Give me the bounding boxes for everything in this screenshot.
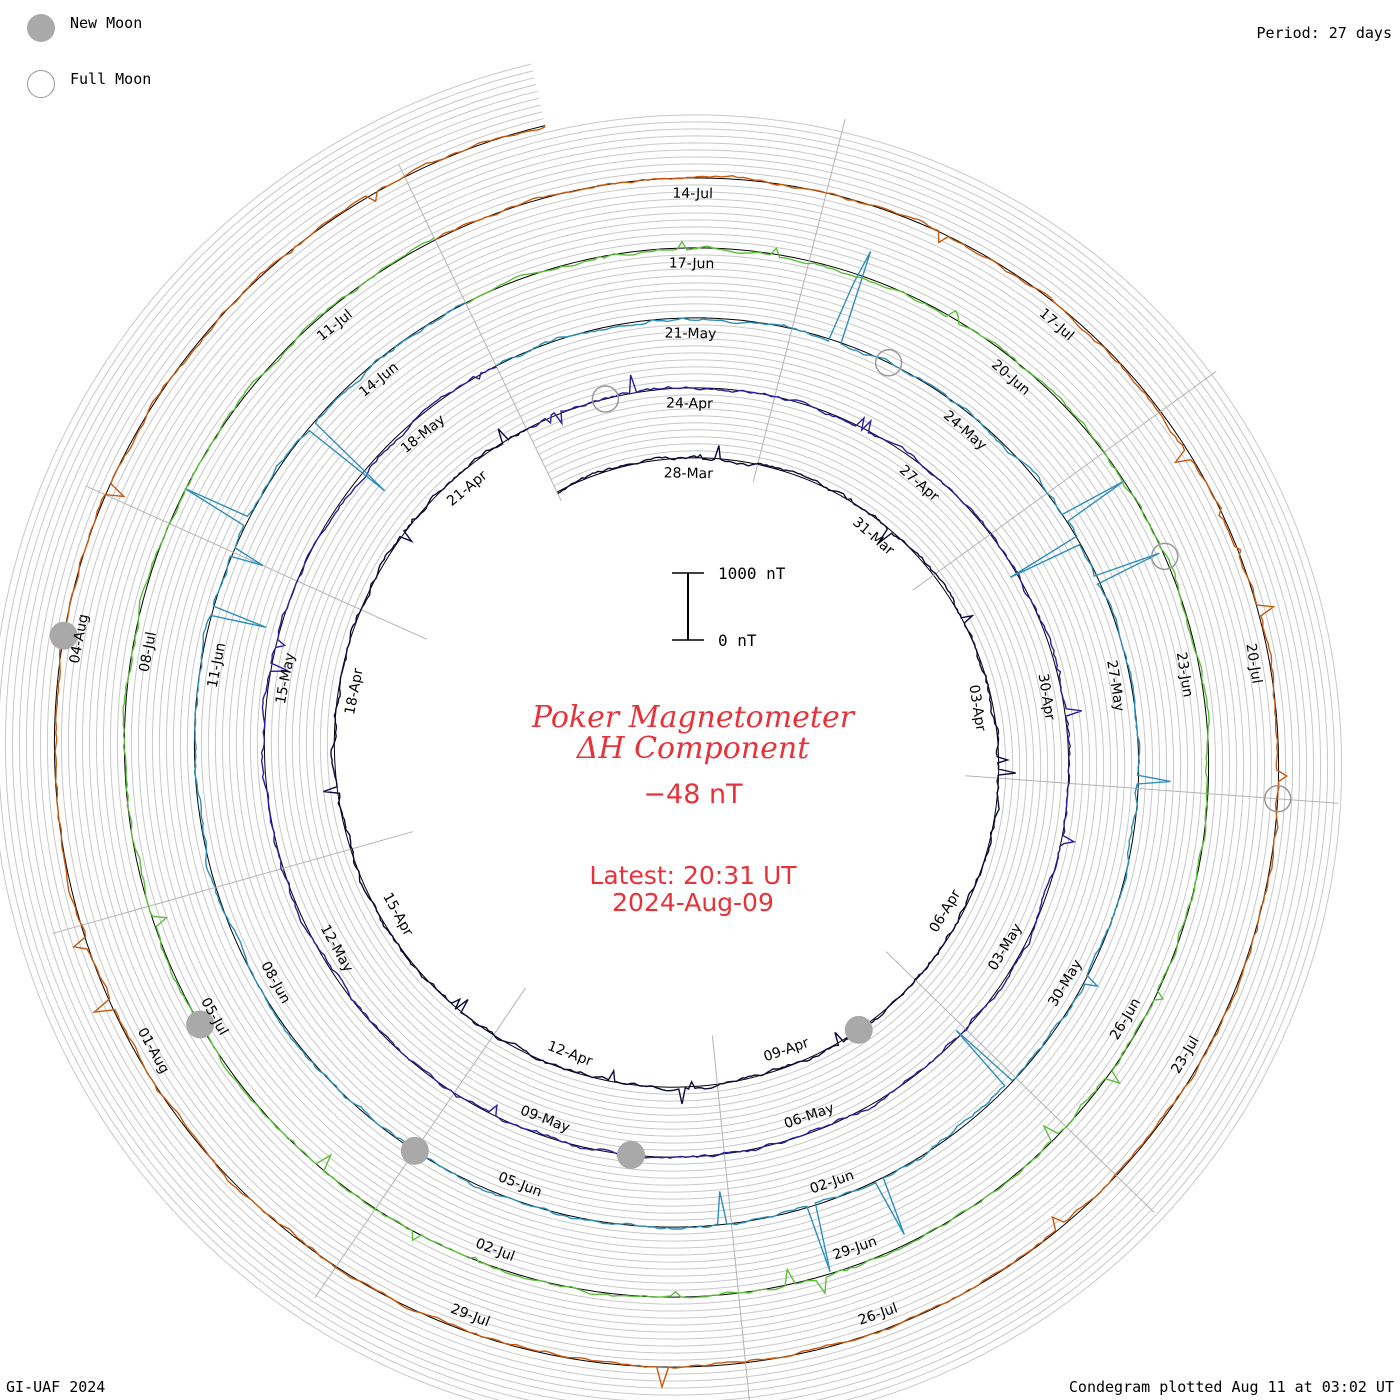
full-moon-marker — [591, 385, 620, 413]
series-line-rotation-3 — [184, 251, 1171, 1272]
date-label: 21-Apr — [444, 467, 491, 509]
grid-spiral — [18, 90, 1315, 1400]
grid-spiral — [25, 97, 1308, 1396]
date-label: 30-Apr — [1035, 673, 1058, 722]
grid-spoke — [52, 831, 413, 934]
date-label: 27-Apr — [896, 462, 942, 505]
date-label: 14-Jun — [356, 359, 401, 400]
grid-spoke — [711, 1035, 750, 1400]
full-moon-legend-label: Full Moon — [70, 70, 152, 88]
date-label: 20-Jul — [1242, 642, 1264, 685]
grid-spiral — [11, 84, 1322, 1400]
date-label: 17-Jun — [669, 256, 715, 273]
new-moon-marker — [400, 1136, 429, 1165]
chart-title: Poker Magnetometer — [531, 700, 856, 735]
date-label: 15-May — [273, 651, 299, 705]
full-moon-marker — [874, 349, 903, 377]
date-label: 04-Aug — [67, 613, 92, 665]
scale-bottom-label: 0 nT — [718, 631, 757, 650]
series-line-rotation-4 — [122, 237, 1211, 1299]
date-label: 11-Jun — [205, 641, 229, 689]
chart-subtitle: ΔH Component — [576, 731, 810, 766]
grid-spoke — [885, 951, 1155, 1213]
date-label: 18-Apr — [342, 667, 367, 716]
series-line-rotation-2 — [260, 366, 1082, 1159]
grid-layer — [0, 63, 1343, 1400]
full-moon-marker — [1263, 785, 1292, 813]
latest-date: 2024-Aug-09 — [612, 888, 774, 917]
date-label: 27-May — [1103, 659, 1127, 713]
date-label: 11-Jul — [314, 307, 356, 345]
date-label: 14-Jul — [672, 186, 713, 203]
grid-spiral — [0, 70, 1336, 1400]
current-value: −48 nT — [643, 779, 743, 810]
series-layer — [54, 125, 1289, 1390]
scale-bar: 1000 nT 0 nT — [672, 564, 786, 650]
new-moon-legend-icon — [27, 14, 55, 42]
date-label: 15-Apr — [379, 890, 416, 939]
series-line-rotation-1 — [323, 428, 1016, 1105]
new-moon-marker — [49, 621, 78, 650]
new-moon-legend-label: New Moon — [70, 14, 143, 32]
date-label: 24-Apr — [666, 396, 713, 413]
date-label: 06-Apr — [926, 887, 964, 936]
period-label: Period: 27 days — [1256, 24, 1392, 42]
grid-spoke — [85, 485, 428, 640]
new-moon-marker — [844, 1015, 873, 1044]
series-line-rotation-5 — [54, 125, 1289, 1390]
full-moon-legend-icon — [27, 70, 55, 98]
latest-time: Latest: 20:31 UT — [589, 861, 797, 890]
date-label: 23-Jun — [1173, 651, 1196, 698]
spoke-layer — [52, 118, 1339, 1400]
grid-spiral — [46, 118, 1287, 1375]
full-moon-marker — [1150, 542, 1179, 571]
date-label: 06-May — [782, 1100, 836, 1132]
date-label: 09-May — [518, 1103, 572, 1136]
moon-markers-layer — [49, 349, 1292, 1169]
grid-spiral — [32, 104, 1301, 1389]
grid-spiral — [39, 111, 1294, 1382]
grid-spoke — [398, 164, 562, 502]
new-moon-marker — [186, 1010, 215, 1039]
grid-spiral — [0, 63, 1343, 1400]
date-label: 28-Mar — [664, 465, 714, 482]
date-label: 02-Jul — [473, 1236, 517, 1265]
new-moon-marker — [616, 1140, 645, 1169]
date-label: 23-Jul — [1168, 1033, 1203, 1076]
date-label: 20-Jun — [988, 357, 1033, 399]
scale-top-label: 1000 nT — [718, 564, 786, 583]
grid-spoke — [752, 118, 846, 482]
date-label: 08-Jul — [137, 631, 160, 674]
date-label: 03-Apr — [965, 684, 988, 733]
grid-spoke — [912, 371, 1217, 591]
date-label: 21-May — [664, 325, 716, 342]
credit-label: GI-UAF 2024 — [6, 1378, 106, 1396]
grid-spiral — [4, 77, 1329, 1400]
plotted-timestamp: Condegram plotted Aug 11 at 03:02 UT — [1068, 1378, 1394, 1396]
